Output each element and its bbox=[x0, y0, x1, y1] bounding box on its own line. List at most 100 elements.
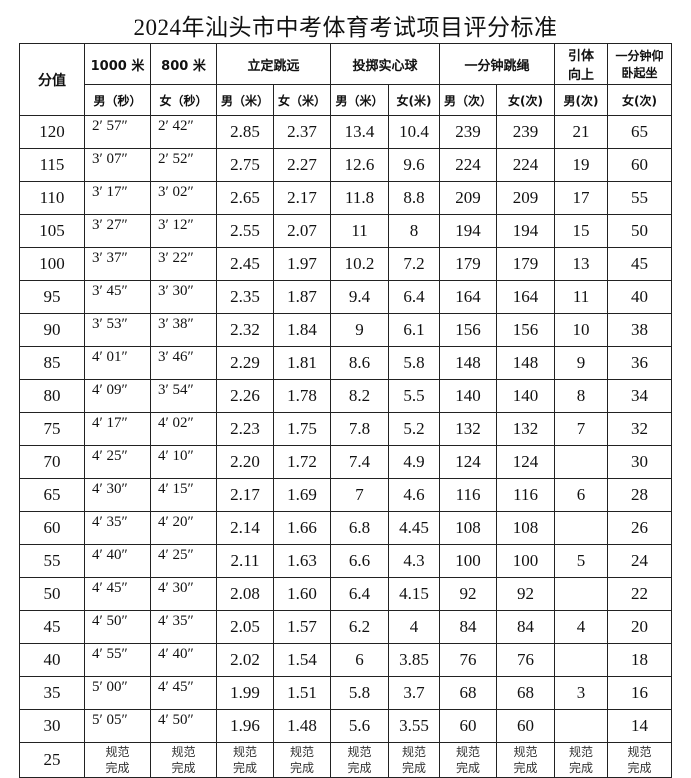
value-cell: 2.29 bbox=[216, 346, 274, 380]
scoring-table: 分值 1000 米 800 米 立定跳远 投掷实心球 一分钟跳绳 引体向上 一分… bbox=[19, 43, 673, 778]
value-cell: 38 bbox=[607, 313, 673, 347]
subheader-cell: 女(米) bbox=[388, 84, 441, 116]
score-cell: 40 bbox=[19, 643, 85, 677]
value-cell: 5.8 bbox=[330, 676, 390, 710]
value-cell: 3′ 12″ bbox=[150, 214, 217, 248]
value-cell: 224 bbox=[496, 148, 556, 182]
value-cell: 5.8 bbox=[388, 346, 441, 380]
value-cell: 1.84 bbox=[272, 313, 332, 347]
value-cell: 6.4 bbox=[388, 280, 441, 314]
value-cell: 4′ 35″ bbox=[84, 511, 151, 545]
table-row: 90 3′ 53″ 3′ 38″ 2.32 1.84 9 6.1 156 156 10 38 bbox=[19, 313, 673, 347]
value-cell: 30 bbox=[607, 445, 673, 479]
table-row: 55 4′ 40″ 4′ 25″ 2.11 1.63 6.6 4.3 100 100 5 24 bbox=[19, 544, 673, 578]
value-cell: 1.54 bbox=[272, 643, 332, 677]
value-cell: 3′ 45″ bbox=[84, 280, 151, 314]
note-line: 完成 bbox=[627, 761, 652, 775]
subheader-cell: 女（秒） bbox=[150, 84, 217, 116]
value-cell: 1.66 bbox=[272, 511, 332, 545]
value-cell: 1.60 bbox=[272, 577, 332, 611]
value-cell: 34 bbox=[607, 379, 673, 413]
value-cell: 2.45 bbox=[216, 247, 274, 281]
value-cell: 76 bbox=[496, 643, 556, 677]
value-cell: 3′ 30″ bbox=[150, 280, 217, 314]
value-cell: 239 bbox=[496, 115, 556, 149]
table-row: 65 4′ 30″ 4′ 15″ 2.17 1.69 7 4.6 116 116 6 28 bbox=[19, 478, 673, 512]
value-cell: 148 bbox=[439, 346, 498, 380]
note-line: 完成 bbox=[402, 761, 427, 775]
value-cell: 2.08 bbox=[216, 577, 274, 611]
header-standing-long-jump: 立定跳远 bbox=[215, 43, 332, 85]
value-cell: 194 bbox=[439, 214, 498, 248]
value-cell: 7.8 bbox=[330, 412, 390, 446]
value-cell: 3′ 37″ bbox=[84, 247, 151, 281]
value-cell: 4 bbox=[388, 610, 441, 644]
table-row: 35 5′ 00″ 4′ 45″ 1.99 1.51 5.8 3.7 68 68 3 16 bbox=[19, 676, 673, 710]
value-cell: 1.78 bbox=[272, 379, 332, 413]
value-cell: 84 bbox=[496, 610, 556, 644]
value-cell: 7.2 bbox=[388, 247, 441, 281]
value-cell: 3.7 bbox=[388, 676, 441, 710]
value-cell: 26 bbox=[607, 511, 673, 545]
value-cell: 20 bbox=[607, 610, 673, 644]
value-cell: 2.32 bbox=[216, 313, 274, 347]
subheader-cell: 男(次) bbox=[554, 84, 609, 116]
value-cell: 9.4 bbox=[330, 280, 390, 314]
value-cell: 3′ 17″ bbox=[84, 181, 151, 215]
note-line: 规范 bbox=[347, 745, 372, 759]
value-cell: 1.63 bbox=[272, 544, 332, 578]
value-cell: 1.51 bbox=[272, 676, 332, 710]
header-pull-up: 引体向上 bbox=[554, 43, 609, 85]
value-cell: 4′ 25″ bbox=[84, 445, 151, 479]
value-cell: 76 bbox=[439, 643, 498, 677]
value-cell: 179 bbox=[439, 247, 498, 281]
value-cell: 194 bbox=[496, 214, 556, 248]
value-cell: 9 bbox=[554, 346, 609, 380]
table-row: 45 4′ 50″ 4′ 35″ 2.05 1.57 6.2 4 84 84 4 20 bbox=[19, 610, 673, 644]
note-line: 规范 bbox=[171, 745, 196, 759]
table-row: 30 5′ 05″ 4′ 50″ 1.96 1.48 5.6 3.55 60 60 14 bbox=[19, 709, 673, 743]
value-cell: 116 bbox=[496, 478, 556, 512]
value-cell: 50 bbox=[607, 214, 673, 248]
value-cell: 224 bbox=[439, 148, 498, 182]
value-cell: 11 bbox=[554, 280, 609, 314]
value-cell: 45 bbox=[607, 247, 673, 281]
value-cell: 60 bbox=[607, 148, 673, 182]
completion-note-cell: 规范 完成 bbox=[496, 742, 556, 778]
value-cell: 1.75 bbox=[272, 412, 332, 446]
value-cell: 1.99 bbox=[216, 676, 274, 710]
value-cell: 18 bbox=[607, 643, 673, 677]
table-row: 80 4′ 09″ 3′ 54″ 2.26 1.78 8.2 5.5 140 140 8 34 bbox=[19, 379, 673, 413]
value-cell: 3.55 bbox=[388, 709, 441, 743]
value-cell bbox=[554, 643, 609, 677]
completion-note-cell: 规范 完成 bbox=[388, 742, 441, 778]
value-cell: 4′ 17″ bbox=[84, 412, 151, 446]
value-cell: 4′ 02″ bbox=[150, 412, 217, 446]
score-cell: 50 bbox=[19, 577, 85, 611]
note-line: 完成 bbox=[513, 761, 538, 775]
value-cell: 2.23 bbox=[216, 412, 274, 446]
value-cell: 4′ 30″ bbox=[84, 478, 151, 512]
value-cell: 40 bbox=[607, 280, 673, 314]
score-cell: 55 bbox=[19, 544, 85, 578]
subheader-cell: 女（米） bbox=[272, 84, 332, 116]
note-line: 规范 bbox=[232, 745, 257, 759]
value-cell: 100 bbox=[496, 544, 556, 578]
value-cell: 239 bbox=[439, 115, 498, 149]
value-cell: 8 bbox=[388, 214, 441, 248]
value-cell bbox=[554, 511, 609, 545]
value-cell: 15 bbox=[554, 214, 609, 248]
value-cell: 4.3 bbox=[388, 544, 441, 578]
header-jump-rope: 一分钟跳绳 bbox=[439, 43, 556, 85]
value-cell: 116 bbox=[439, 478, 498, 512]
value-cell: 140 bbox=[439, 379, 498, 413]
subheader-cell: 男（米） bbox=[330, 84, 390, 116]
value-cell: 2.37 bbox=[272, 115, 332, 149]
table-row: 50 4′ 45″ 4′ 30″ 2.08 1.60 6.4 4.15 92 92 22 bbox=[19, 577, 673, 611]
value-cell: 4′ 10″ bbox=[150, 445, 217, 479]
value-cell: 92 bbox=[439, 577, 498, 611]
value-cell: 10 bbox=[554, 313, 609, 347]
value-cell: 8.2 bbox=[330, 379, 390, 413]
value-cell: 16 bbox=[607, 676, 673, 710]
value-cell: 4′ 01″ bbox=[84, 346, 151, 380]
